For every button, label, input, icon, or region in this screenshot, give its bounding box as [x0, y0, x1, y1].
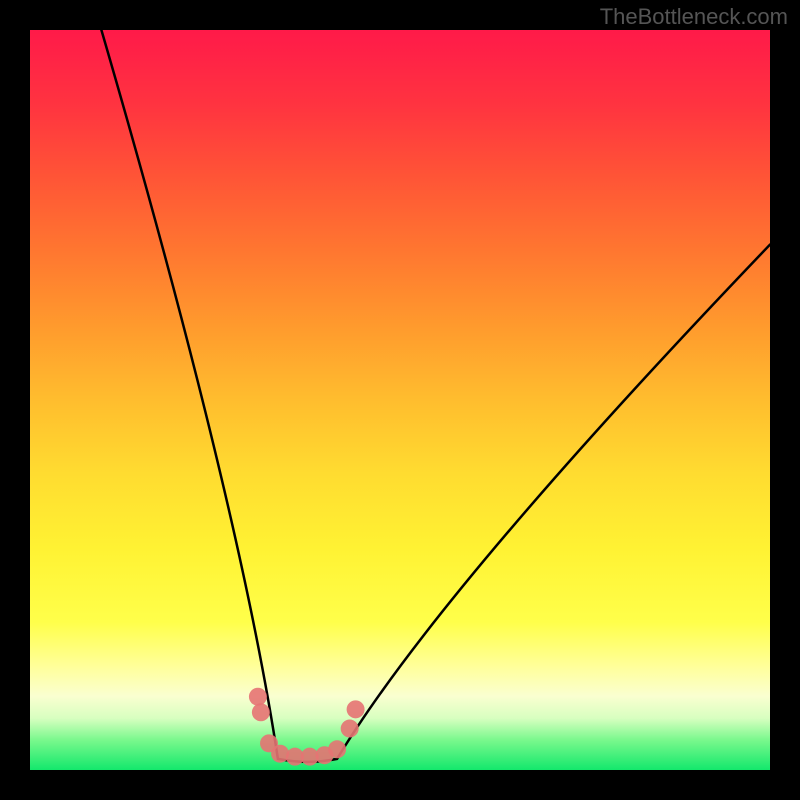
trough-bead	[341, 720, 359, 738]
trough-bead	[347, 700, 365, 718]
trough-bead	[328, 740, 346, 758]
bottleneck-chart	[0, 0, 800, 800]
chart-frame: TheBottleneck.com	[0, 0, 800, 800]
trough-bead	[271, 745, 289, 763]
trough-bead	[249, 688, 267, 706]
gradient-background	[30, 30, 770, 770]
trough-bead	[252, 703, 270, 721]
watermark-label: TheBottleneck.com	[600, 4, 788, 30]
